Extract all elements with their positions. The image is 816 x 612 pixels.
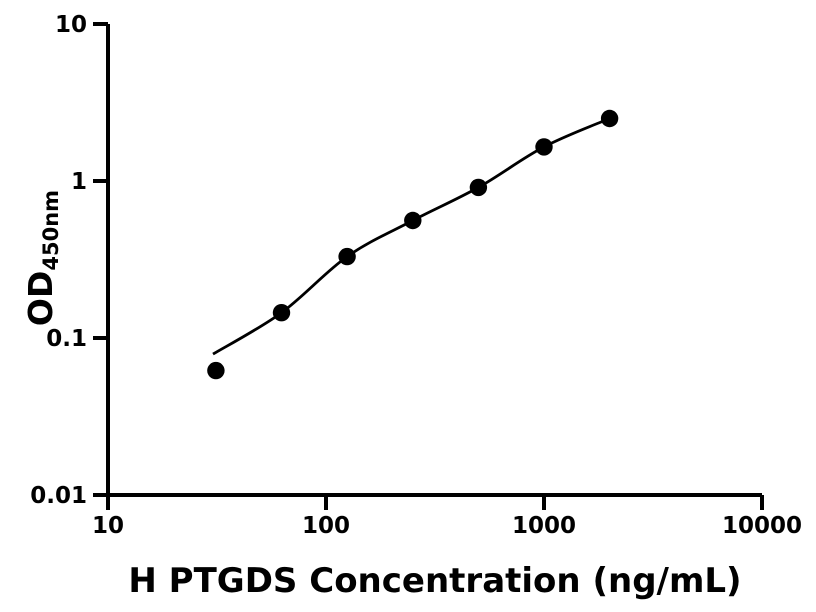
y-axis-title-main: OD: [21, 271, 60, 326]
y-axis-ticks: [93, 22, 108, 497]
x-axis-title: H PTGDS Concentration (ng/mL): [128, 561, 741, 601]
data-point: [272, 304, 291, 322]
fit-curve-line: [212, 117, 611, 356]
y-axis-title: OD450nm: [21, 190, 63, 326]
y-tick-label: 1: [71, 169, 87, 195]
x-tick-label: 100: [302, 513, 350, 539]
data-point: [469, 178, 488, 197]
data-point: [535, 138, 553, 156]
plot-area: [93, 22, 764, 510]
y-tick-label: 0.1: [46, 326, 87, 352]
data-point: [600, 109, 619, 128]
data-point: [404, 211, 422, 230]
x-tick-label: 1000: [512, 513, 576, 539]
x-tick-label: 10: [92, 513, 124, 539]
axes-spines: [106, 24, 762, 497]
data-point: [207, 361, 225, 380]
x-axis-ticks: [106, 495, 764, 510]
y-tick-label: 0.01: [30, 483, 87, 509]
y-axis-title-subscript: 450nm: [39, 190, 63, 271]
y-tick-label: 10: [55, 12, 87, 38]
data-point: [338, 247, 356, 266]
x-tick-label: 10000: [722, 513, 802, 539]
